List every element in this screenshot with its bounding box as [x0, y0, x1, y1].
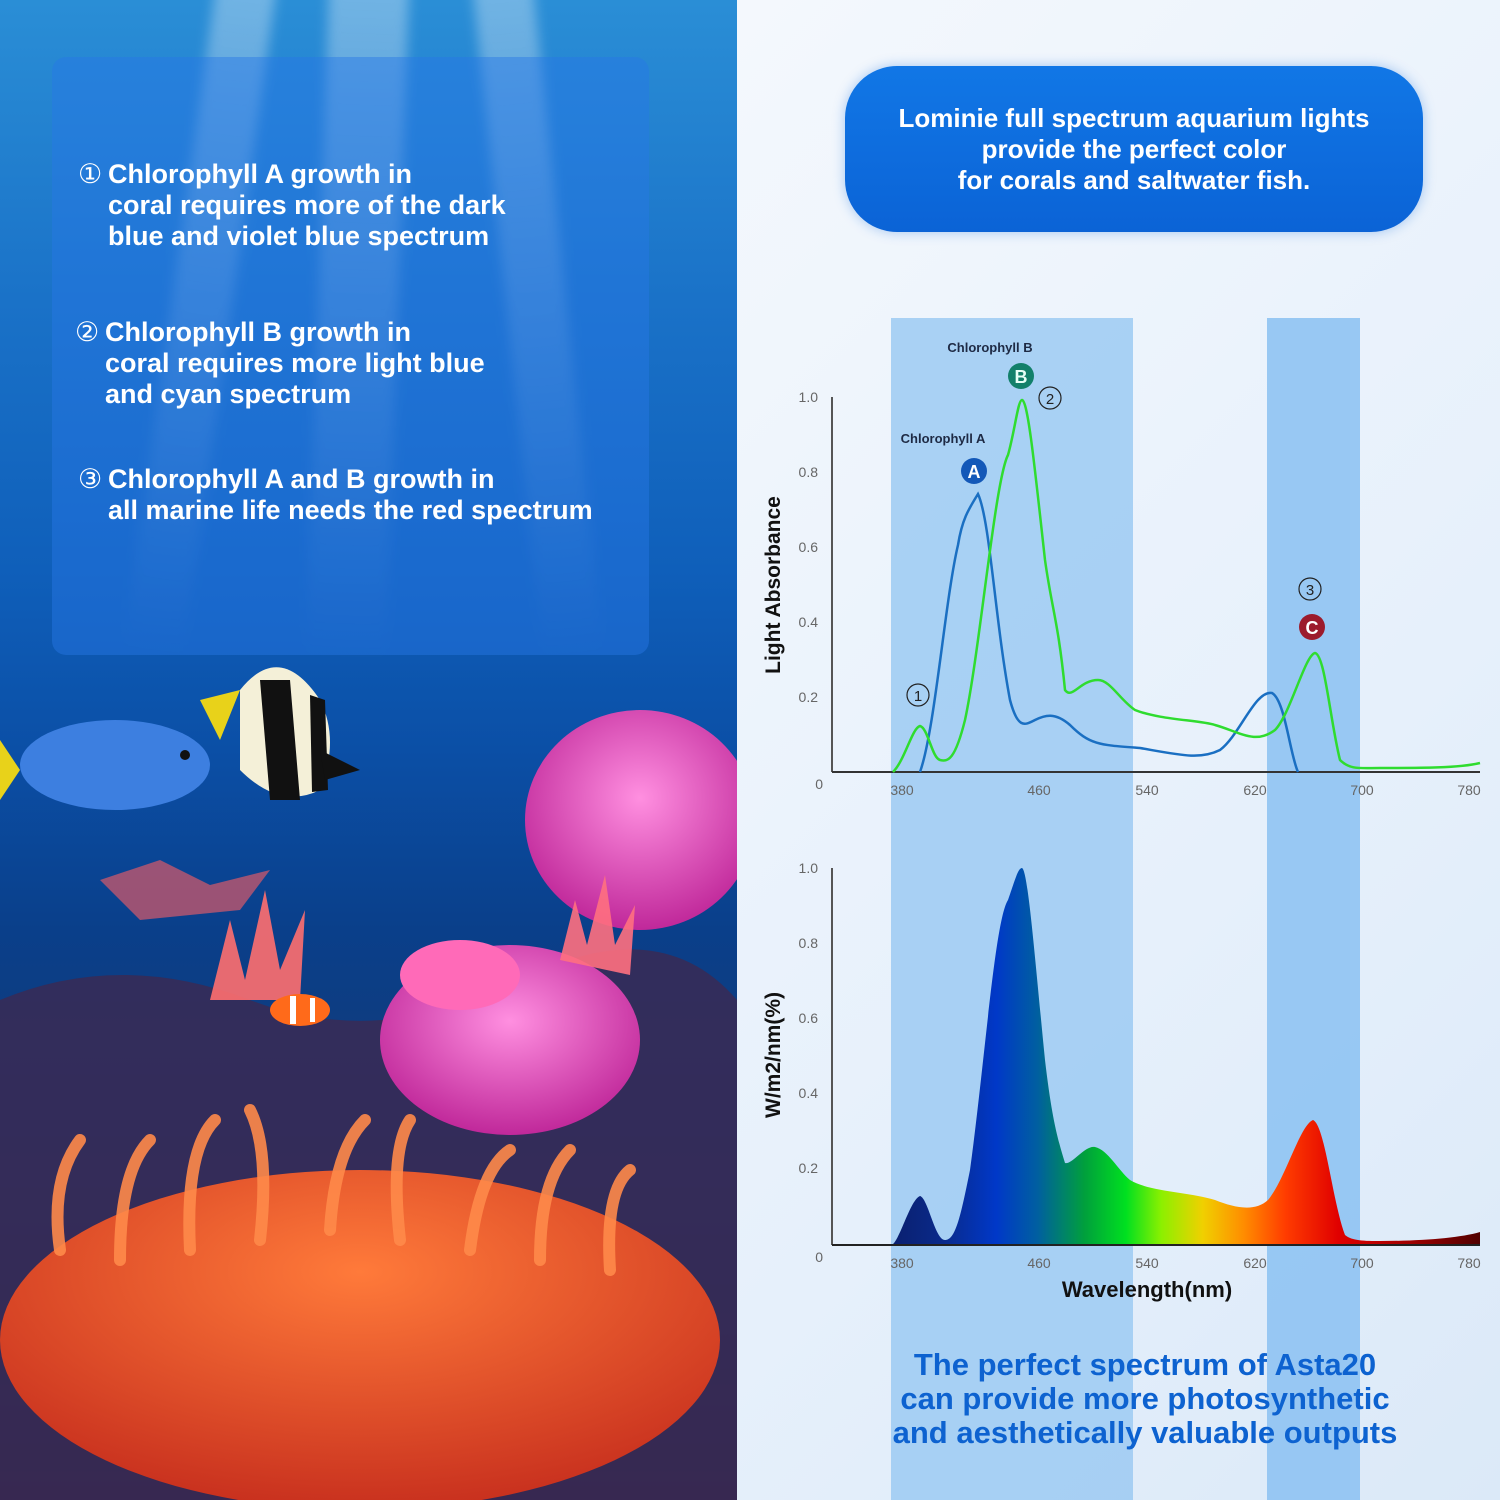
svg-text:0.8: 0.8: [799, 935, 819, 951]
note-1-line-2: coral requires more of the dark: [108, 190, 506, 220]
svg-text:380: 380: [890, 1255, 914, 1271]
note-3-line-1: Chlorophyll A and B growth in: [108, 464, 495, 494]
note-2-line-2: coral requires more light blue: [105, 348, 485, 378]
svg-text:3: 3: [1306, 582, 1314, 599]
svg-text:0.8: 0.8: [799, 464, 819, 480]
marker-1-icon: 1: [906, 683, 930, 707]
svg-text:1.0: 1.0: [799, 860, 819, 876]
chlorophyll-a-curve: [918, 491, 1300, 773]
marker-3-icon: 3: [1298, 577, 1322, 601]
svg-text:780: 780: [1457, 782, 1481, 798]
svg-text:1: 1: [914, 688, 922, 705]
badge-a-icon: A: [961, 458, 987, 484]
svg-text:620: 620: [1243, 1255, 1267, 1271]
blue-tang-fish: [0, 720, 210, 810]
spectrum-area: [892, 868, 1480, 1245]
circled-number-3-icon: ③: [78, 464, 103, 494]
svg-text:620: 620: [1243, 782, 1267, 798]
x-axis-label-wavelength: Wavelength(nm): [1062, 1277, 1232, 1302]
aquarium-photo-panel: ① Chlorophyll A growth in coral requires …: [0, 0, 737, 1500]
clownfish: [270, 994, 330, 1026]
footer-line-1: The perfect spectrum of Asta20: [913, 1347, 1377, 1382]
svg-text:A: A: [968, 462, 981, 482]
label-chlorophyll-b: Chlorophyll B: [947, 340, 1032, 355]
svg-text:460: 460: [1027, 782, 1051, 798]
svg-text:700: 700: [1350, 1255, 1374, 1271]
moorish-idol-fish: [200, 667, 360, 800]
svg-text:C: C: [1306, 618, 1319, 638]
label-chlorophyll-a: Chlorophyll A: [901, 431, 986, 446]
circled-number-2-icon: ②: [75, 317, 100, 347]
badge-c-icon: C: [1299, 614, 1325, 640]
chlorophyll-b-curve: [892, 398, 1481, 773]
header-line-1: Lominie full spectrum aquarium lights: [898, 102, 1370, 133]
svg-text:460: 460: [1027, 1255, 1051, 1271]
header-banner: Lominie full spectrum aquarium lights pr…: [845, 66, 1423, 232]
svg-text:0.2: 0.2: [799, 689, 819, 705]
note-3-line-2: all marine life needs the red spectrum: [108, 495, 593, 525]
svg-text:0.6: 0.6: [799, 539, 819, 555]
y-axis-label-absorbance: Light Absorbance: [762, 496, 785, 674]
circled-number-1-icon: ①: [78, 159, 103, 189]
svg-text:B: B: [1015, 367, 1028, 387]
svg-text:1.0: 1.0: [799, 389, 819, 405]
svg-text:380: 380: [890, 782, 914, 798]
svg-text:2: 2: [1046, 391, 1054, 408]
note-1-line-3: blue and violet blue spectrum: [108, 221, 490, 251]
note-2-line-1: Chlorophyll B growth in: [105, 317, 411, 347]
svg-text:0.6: 0.6: [799, 1010, 819, 1026]
y-axis-label-irradiance: W/m2/nm(%): [762, 992, 785, 1118]
svg-text:700: 700: [1350, 782, 1374, 798]
red-band-highlight: [1267, 318, 1360, 1500]
footer-line-2: can provide more photosynthetic: [900, 1381, 1390, 1416]
svg-text:780: 780: [1457, 1255, 1481, 1271]
footer-line-3: and aesthetically valuable outputs: [892, 1415, 1398, 1450]
svg-text:540: 540: [1135, 1255, 1159, 1271]
svg-text:0.4: 0.4: [799, 1085, 819, 1101]
emission-spectrum-chart: 1.0 0.8 0.6 0.4 0.2 0 380 460 540 620 70…: [762, 860, 1481, 1302]
notes-panel: [52, 57, 649, 655]
svg-text:0: 0: [815, 1249, 823, 1265]
reef-scene-illustration: [0, 667, 737, 1500]
header-line-2: provide the perfect color: [981, 133, 1287, 164]
note-2: ② Chlorophyll B growth in coral requires …: [75, 317, 485, 410]
svg-text:540: 540: [1135, 782, 1159, 798]
absorbance-chart: 1.0 0.8 0.6 0.4 0.2 0 380 460 540 620 70…: [762, 340, 1481, 798]
badge-b-icon: B: [1008, 363, 1034, 389]
note-3: ③ Chlorophyll A and B growth in all marin…: [78, 464, 593, 526]
note-2-line-3: and cyan spectrum: [105, 379, 352, 409]
header-line-3: for corals and saltwater fish.: [957, 164, 1311, 195]
svg-text:0.4: 0.4: [799, 614, 819, 630]
note-1-line-1: Chlorophyll A growth in: [108, 159, 412, 189]
footer-tagline: The perfect spectrum of Asta20 can provi…: [860, 1348, 1430, 1450]
marker-2-icon: 2: [1038, 386, 1062, 410]
svg-text:0: 0: [815, 776, 823, 792]
note-1: ① Chlorophyll A growth in coral requires …: [78, 159, 506, 252]
svg-text:0.2: 0.2: [799, 1160, 819, 1176]
